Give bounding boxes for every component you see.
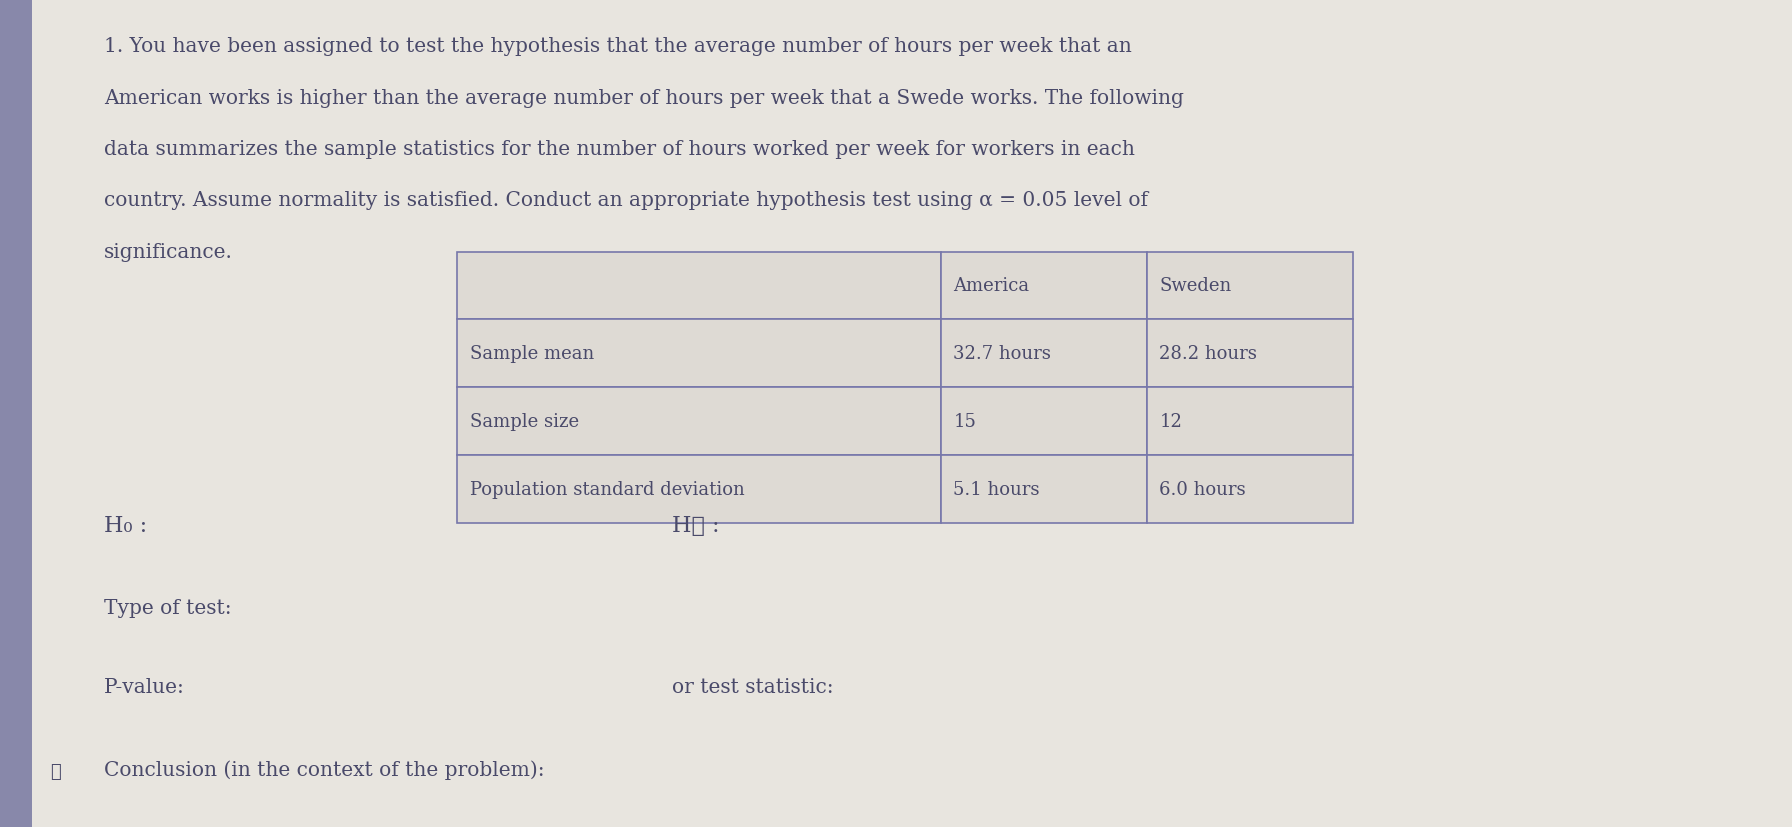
Text: 5.1 hours: 5.1 hours: [953, 480, 1039, 499]
Text: Type of test:: Type of test:: [104, 599, 231, 617]
Text: P-value:: P-value:: [104, 677, 185, 696]
Bar: [457, 388, 941, 456]
Text: Conclusion (in the context of the problem):: Conclusion (in the context of the proble…: [104, 759, 545, 779]
Bar: [1147, 388, 1353, 456]
Text: country. Assume normality is satisfied. Conduct an appropriate hypothesis test u: country. Assume normality is satisfied. …: [104, 191, 1149, 210]
Bar: [457, 456, 941, 523]
Text: H₀ :: H₀ :: [104, 514, 147, 536]
Text: ⮨: ⮨: [50, 762, 61, 780]
Text: Population standard deviation: Population standard deviation: [470, 480, 744, 499]
Text: Sample mean: Sample mean: [470, 345, 593, 363]
Text: 28.2 hours: 28.2 hours: [1159, 345, 1258, 363]
Bar: [0, 0, 32, 827]
Text: 32.7 hours: 32.7 hours: [953, 345, 1052, 363]
Text: America: America: [953, 277, 1029, 295]
Text: 6.0 hours: 6.0 hours: [1159, 480, 1245, 499]
Bar: [1147, 456, 1353, 523]
Bar: [457, 320, 941, 388]
Text: significance.: significance.: [104, 242, 233, 261]
Text: 12: 12: [1159, 413, 1183, 431]
Bar: [941, 252, 1147, 320]
Bar: [941, 388, 1147, 456]
Text: H⁁ :: H⁁ :: [672, 514, 720, 536]
Bar: [457, 252, 941, 320]
Text: or test statistic:: or test statistic:: [672, 677, 833, 696]
Text: Sweden: Sweden: [1159, 277, 1231, 295]
Bar: [941, 456, 1147, 523]
Text: Sample size: Sample size: [470, 413, 579, 431]
Text: 1. You have been assigned to test the hypothesis that the average number of hour: 1. You have been assigned to test the hy…: [104, 37, 1133, 56]
Bar: [1147, 252, 1353, 320]
Text: 15: 15: [953, 413, 977, 431]
Bar: [1147, 320, 1353, 388]
Text: American works is higher than the average number of hours per week that a Swede : American works is higher than the averag…: [104, 88, 1185, 108]
Bar: [941, 320, 1147, 388]
Text: data summarizes the sample statistics for the number of hours worked per week fo: data summarizes the sample statistics fo…: [104, 140, 1134, 159]
